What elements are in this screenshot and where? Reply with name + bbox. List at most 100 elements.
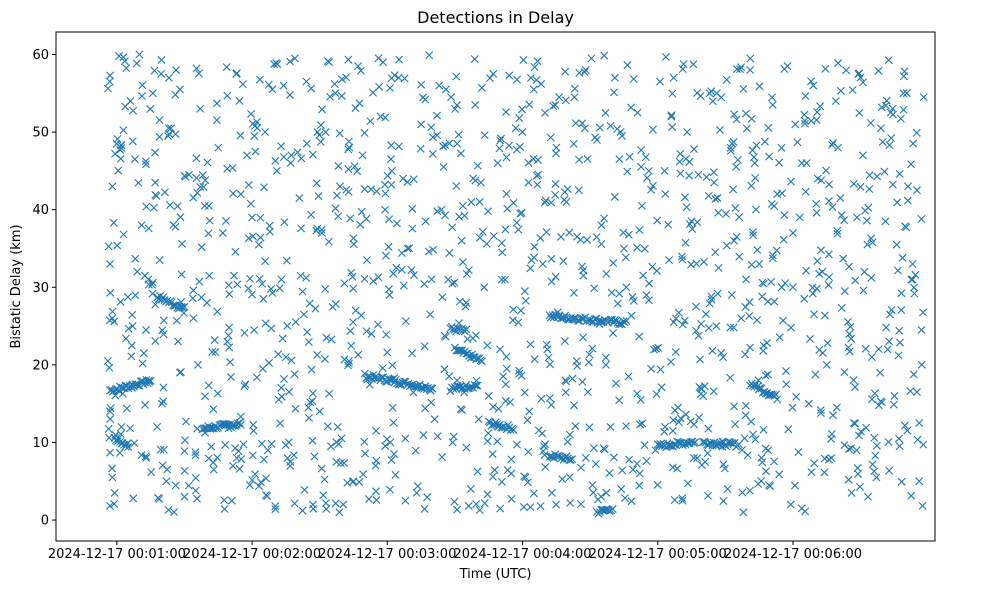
detection-point: [591, 133, 599, 142]
detection-point: [512, 218, 521, 227]
detection-point: [668, 123, 677, 132]
detection-point: [541, 462, 550, 471]
detection-point: [592, 233, 601, 242]
detection-point: [502, 189, 511, 198]
detection-point: [298, 506, 307, 515]
detection-point: [636, 420, 645, 429]
detection-point: [159, 316, 168, 325]
detection-point: [681, 238, 690, 247]
detection-point: [829, 138, 838, 147]
detection-point: [224, 331, 233, 340]
detection-point: [146, 376, 155, 385]
detection-point: [229, 189, 238, 198]
detection-point: [367, 329, 376, 338]
detection-point: [669, 73, 678, 82]
detection-point: [742, 275, 751, 284]
detection-point: [364, 495, 373, 504]
detection-point: [440, 331, 449, 340]
detection-point: [748, 228, 757, 237]
detection-point: [176, 213, 185, 222]
detection-point: [809, 81, 818, 90]
detection-point: [379, 58, 388, 67]
detection-point: [795, 213, 804, 222]
detection-point: [601, 353, 610, 362]
detection-point: [635, 332, 644, 341]
detection-point: [128, 322, 137, 331]
detection-point: [820, 311, 829, 320]
detection-point: [773, 190, 782, 199]
detection-point: [849, 376, 858, 385]
detection-point: [250, 326, 259, 335]
detection-point: [660, 166, 669, 175]
detection-point: [445, 139, 454, 148]
detection-point: [629, 74, 638, 83]
detection-point: [389, 418, 398, 427]
detection-point: [881, 217, 890, 226]
detection-point: [707, 87, 716, 96]
detection-point: [629, 296, 638, 305]
detection-point: [106, 288, 115, 297]
detection-point: [244, 284, 253, 293]
detection-point: [303, 328, 312, 337]
detection-point: [163, 465, 172, 474]
detection-point: [300, 485, 309, 494]
detection-point: [765, 152, 774, 161]
detection-point: [902, 89, 911, 98]
detection-point: [870, 389, 879, 398]
detection-point: [265, 227, 274, 236]
detection-point: [132, 59, 141, 68]
detection-point: [240, 382, 249, 391]
detection-point: [903, 196, 912, 205]
detection-point: [483, 341, 492, 350]
detection-point: [537, 394, 546, 403]
detection-point: [732, 65, 741, 74]
detection-point: [882, 96, 891, 105]
detection-point: [248, 451, 257, 460]
detection-point: [451, 105, 459, 114]
detection-point: [484, 207, 493, 216]
detection-point: [225, 343, 234, 352]
detection-point: [726, 373, 735, 382]
detection-point: [892, 240, 901, 249]
detection-point: [575, 68, 584, 77]
detection-point: [147, 468, 156, 477]
detection-point: [401, 317, 410, 326]
detection-point: [469, 174, 478, 183]
detection-point: [730, 402, 739, 411]
detection-point: [640, 441, 649, 450]
detection-point: [525, 407, 534, 416]
detection-point: [322, 333, 331, 342]
detection-point: [146, 105, 155, 114]
detection-point: [237, 455, 246, 464]
detection-point: [304, 403, 313, 412]
detection-point: [763, 338, 772, 347]
detection-point: [551, 179, 560, 188]
detection-point: [497, 275, 506, 284]
detection-point: [738, 488, 747, 497]
detection-point: [526, 340, 535, 349]
detection-point: [222, 63, 231, 72]
detection-point: [381, 189, 390, 198]
detection-point: [840, 287, 849, 296]
detection-point: [189, 193, 198, 202]
detection-point: [505, 423, 514, 432]
detection-point: [812, 208, 821, 217]
detection-point: [696, 389, 705, 398]
detection-point: [811, 370, 820, 379]
detection-point: [657, 383, 666, 392]
detection-point: [601, 360, 610, 369]
detection-point: [779, 316, 788, 325]
detection-point: [236, 420, 245, 429]
detection-point: [741, 109, 750, 118]
detection-point: [885, 337, 894, 346]
detection-point: [762, 467, 770, 476]
detection-point: [712, 89, 721, 98]
detection-point: [547, 254, 556, 263]
detection-point: [745, 298, 754, 307]
detection-point: [497, 239, 506, 248]
detection-point: [325, 389, 334, 398]
detection-point: [308, 389, 317, 398]
detection-point: [678, 320, 687, 329]
detection-point: [505, 71, 514, 80]
detection-point: [650, 345, 658, 354]
